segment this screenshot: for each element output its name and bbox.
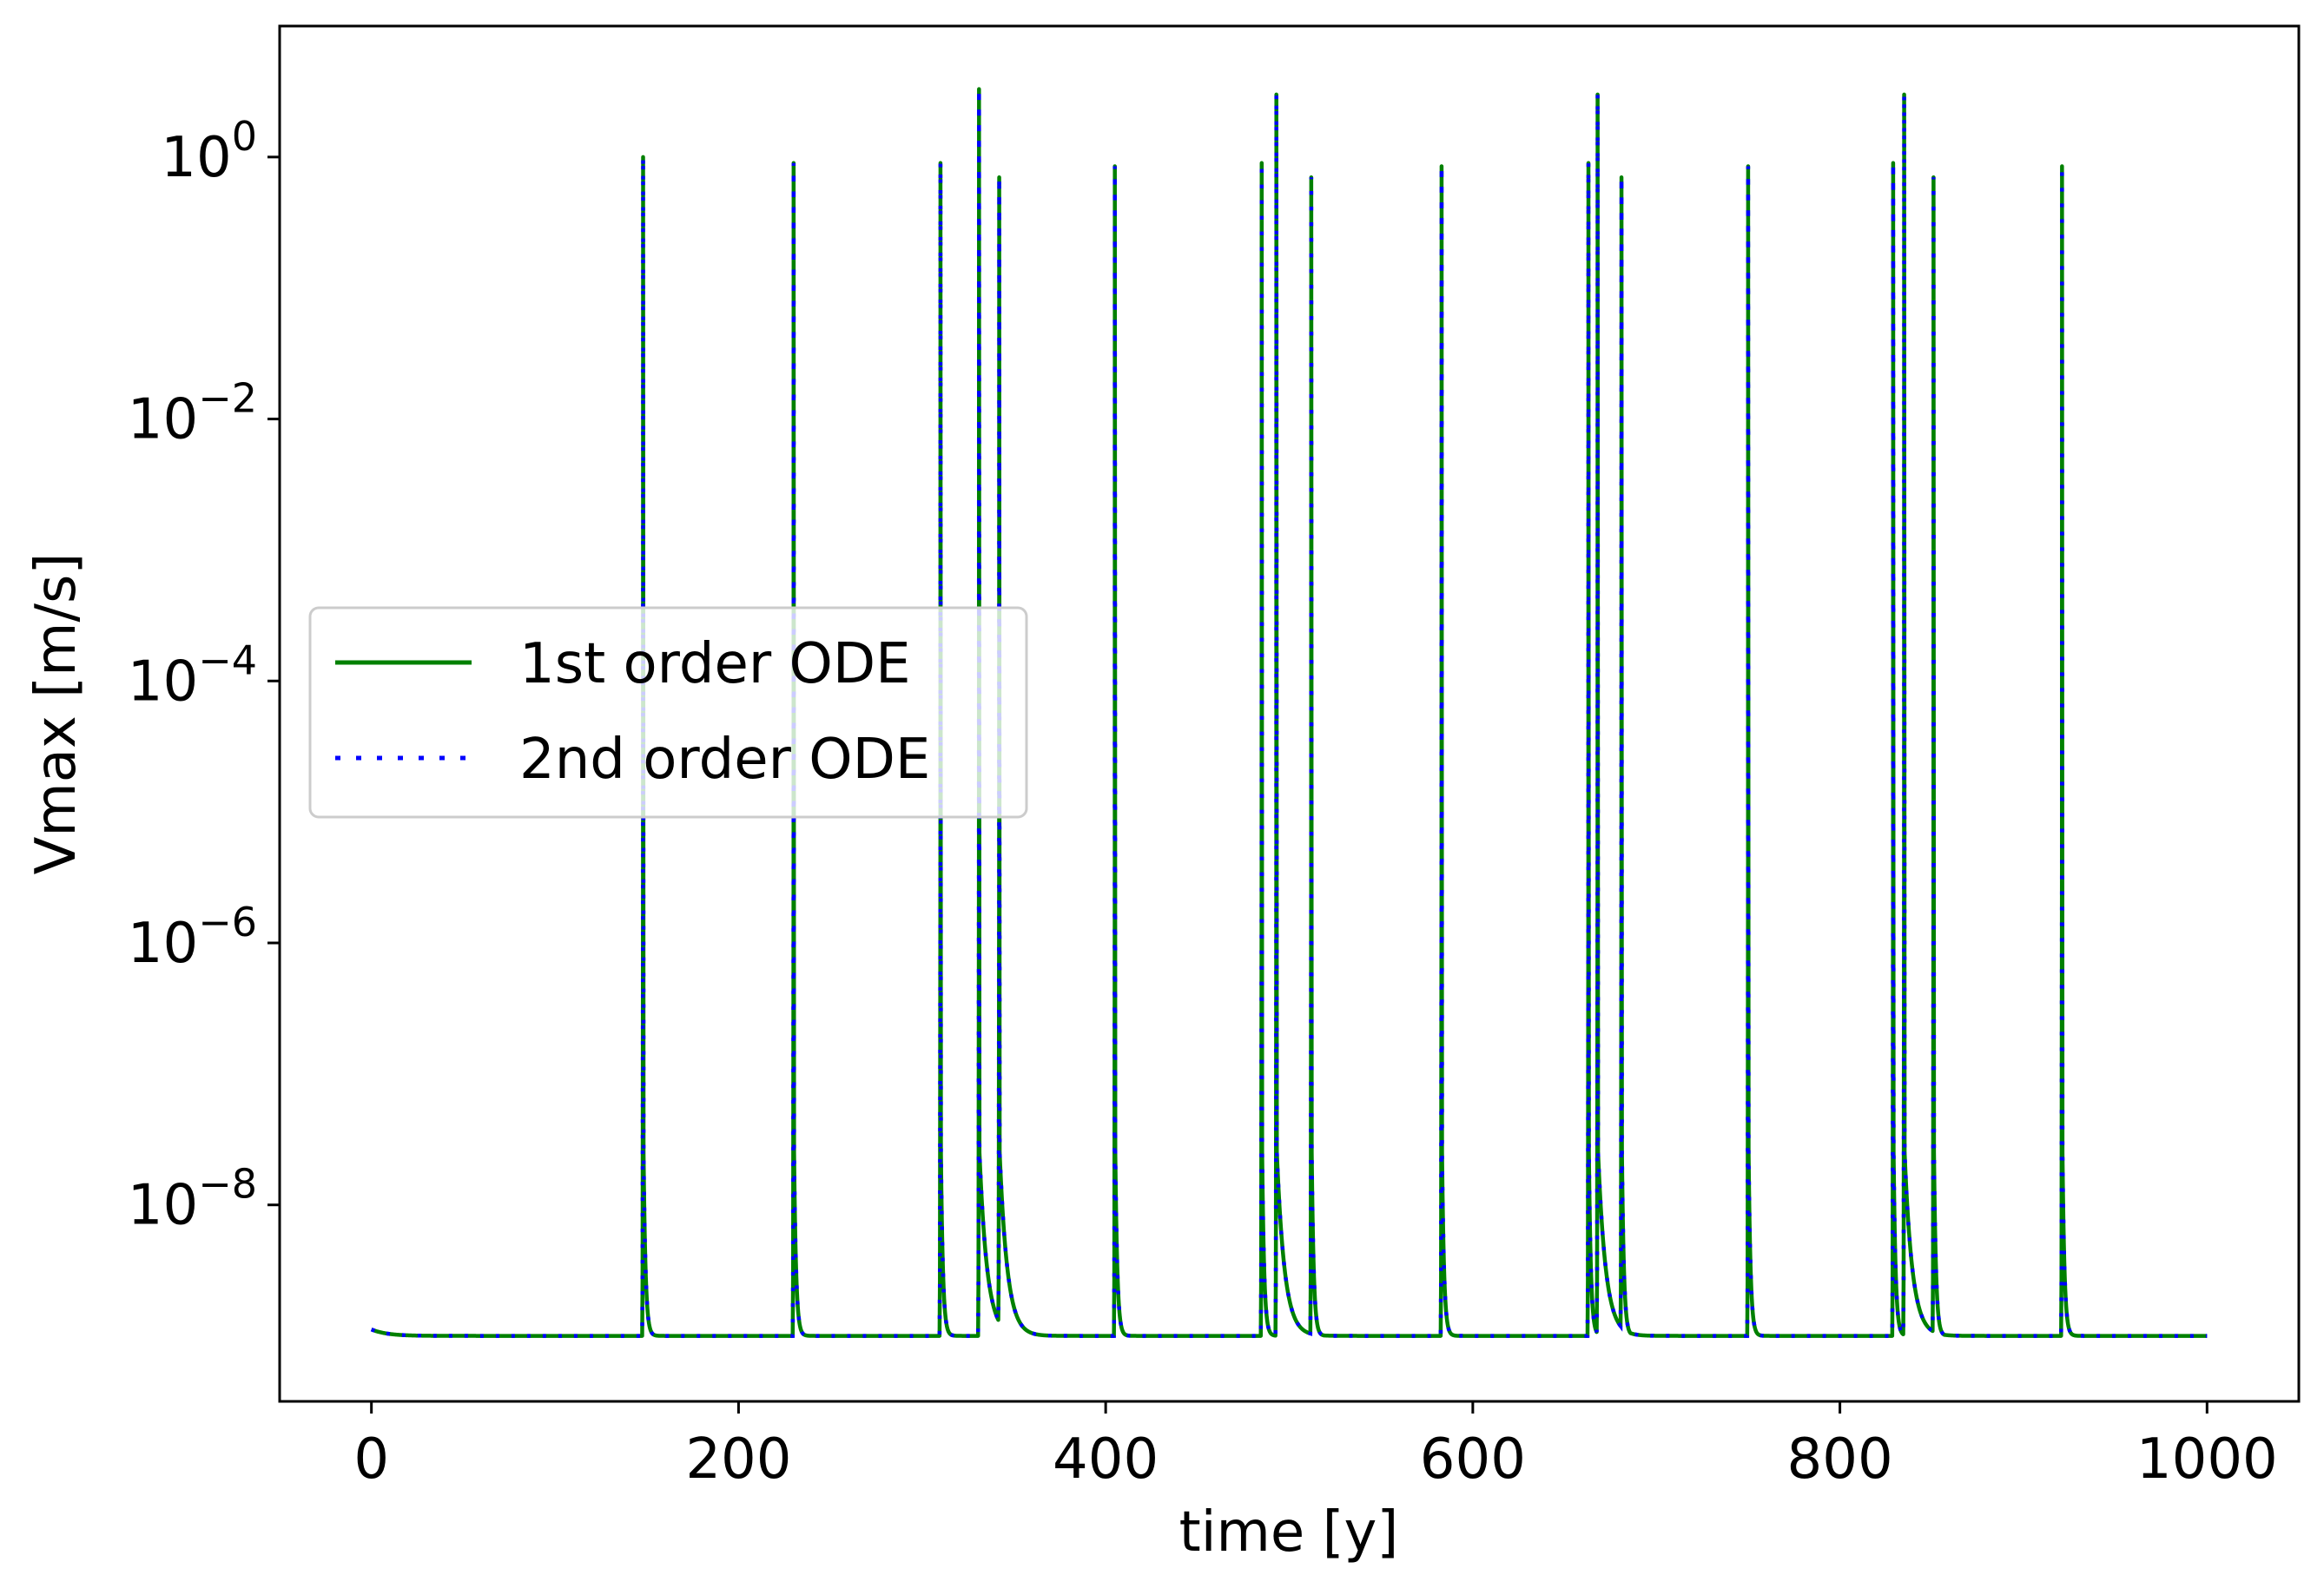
series-line-2nd-order-ode: [370, 89, 2208, 1339]
x-tick-label: 200: [685, 1427, 791, 1492]
y-tick-exponent: −2: [198, 375, 257, 422]
legend: 1st order ODE 2nd order ODE: [308, 606, 1028, 819]
y-tick-exponent: 0: [232, 113, 257, 160]
y-tick-exponent: −8: [198, 1161, 257, 1208]
x-tick-label: 600: [1420, 1427, 1526, 1492]
series-layer: [369, 87, 2209, 1339]
y-tick-exponent: −4: [198, 636, 257, 683]
y-tick-base: 10: [128, 912, 198, 976]
legend-box: [308, 606, 1028, 819]
y-tick-label: 10−8: [128, 1161, 257, 1238]
y-tick-exponent: −6: [198, 899, 257, 946]
y-axis-label: Vmax [m/s]: [24, 553, 89, 875]
y-tick-base: 10: [128, 649, 198, 714]
y-tick-base: 10: [161, 126, 231, 190]
x-tick-label: 1000: [2136, 1427, 2278, 1492]
x-axis-label: time [y]: [1179, 1500, 1399, 1565]
y-tick-base: 10: [128, 388, 198, 452]
x-tick-label: 400: [1053, 1427, 1159, 1492]
x-tick-label: 800: [1787, 1427, 1893, 1492]
y-tick-label: 10−4: [128, 636, 257, 714]
plot-frame: [278, 24, 2301, 1403]
y-tick-label: 10−2: [128, 375, 257, 452]
y-tick-label: 100: [161, 113, 257, 190]
y-tick-label: 10−6: [128, 899, 257, 976]
legend-label-1st-order: 1st order ODE: [519, 632, 911, 696]
y-tick-base: 10: [128, 1174, 198, 1238]
x-tick-label: 0: [353, 1427, 389, 1492]
x-axis-ticks: 0 200 400 600 800 1000: [353, 1401, 2278, 1492]
legend-label-2nd-order: 2nd order ODE: [519, 728, 930, 792]
